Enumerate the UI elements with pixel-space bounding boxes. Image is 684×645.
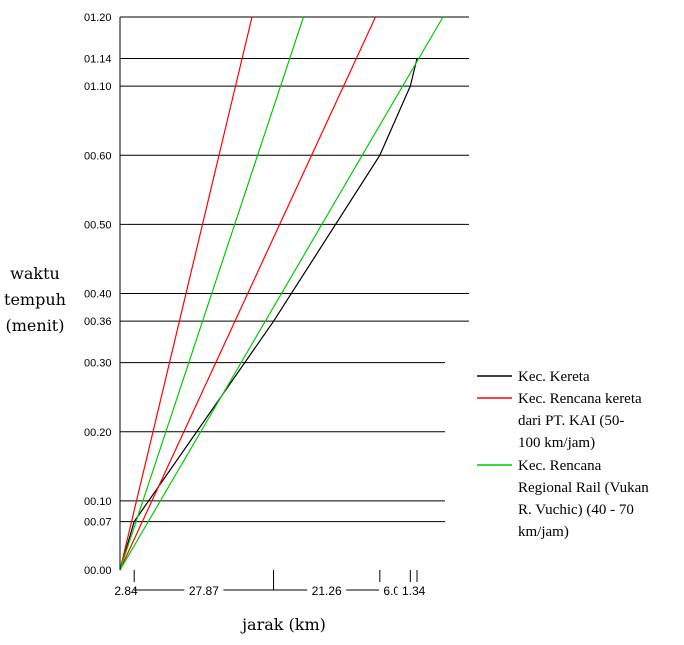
grid-layer: 00.00 00.07 00.10 00.20 00.30 00.36 00.40 00.50… xyxy=(84,12,469,577)
series-line-2-0 xyxy=(119,16,305,571)
x-tick-label: 21.26 xyxy=(312,584,342,598)
y-tick-label: 00.10 xyxy=(84,496,112,508)
x-tick-label-bg xyxy=(110,582,142,598)
x-tick-label: 1.34 xyxy=(402,584,426,598)
x-tick-label-bg xyxy=(307,582,347,598)
y-tick-label: 00.50 xyxy=(84,219,112,231)
legend-entry-2: R. Vuchic) (40 - 70 xyxy=(518,502,634,518)
legend-entry-0: Kec. Kereta xyxy=(518,369,590,385)
y-tick-label: 00.36 xyxy=(84,316,112,328)
y-tick-label: 01.10 xyxy=(84,81,112,93)
y-axis-label-line: waktu xyxy=(10,264,60,283)
legend-entry-2: km/jam) xyxy=(518,524,569,540)
legend-entry-1: dari PT. KAI (50- xyxy=(518,413,624,429)
legend-entry-2: Kec. Rencana xyxy=(518,458,602,474)
y-tick-label: 01.14 xyxy=(84,53,112,65)
y-axis-label-line: (menit) xyxy=(6,316,65,335)
legend-entry-1: 100 km/jam) xyxy=(518,435,595,451)
x-tick-label: 27.87 xyxy=(189,584,219,598)
y-tick-label: 00.07 xyxy=(84,517,112,529)
x-tick-label-bg xyxy=(397,582,430,598)
series-line-0 xyxy=(119,58,418,571)
series-line-1-1 xyxy=(119,16,377,571)
x-axis-label: jarak (km) xyxy=(240,615,326,634)
y-tick-label: 00.30 xyxy=(84,358,112,370)
y-tick-label: 00.00 xyxy=(84,565,112,577)
series-layer xyxy=(119,16,444,571)
x-tick-label: 2.84 xyxy=(114,584,138,598)
legend: Kec. Kereta Kec. Rencana kereta dari PT. K… xyxy=(477,369,649,540)
y-tick-label: 01.20 xyxy=(84,12,112,24)
series-line-1-0 xyxy=(119,16,253,571)
y-tick-label: 00.60 xyxy=(84,150,112,162)
x-axis: 2.84 27.87 21.26 6.091.34 xyxy=(110,17,430,598)
series-line-2-1 xyxy=(119,16,444,571)
y-axis-label: waktu tempuh (menit) xyxy=(4,264,66,335)
y-tick-label: 00.20 xyxy=(84,427,112,439)
legend-entry-1: Kec. Rencana kereta xyxy=(518,391,642,407)
y-axis-label-line: tempuh xyxy=(4,290,66,309)
legend-entry-2: Regional Rail (Vukan xyxy=(518,480,649,496)
y-tick-label: 00.40 xyxy=(84,289,112,301)
x-tick-label-bg xyxy=(184,582,224,598)
